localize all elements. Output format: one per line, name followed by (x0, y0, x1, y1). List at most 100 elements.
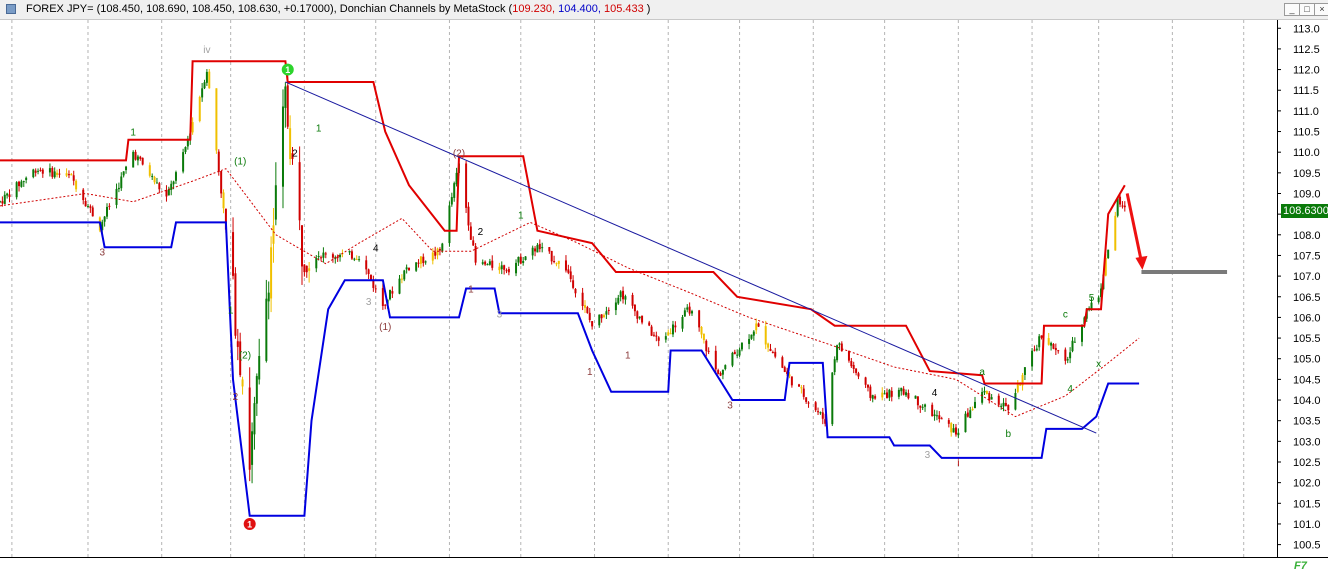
candle-body (924, 404, 927, 407)
candle-body (186, 138, 189, 147)
candle-body (315, 258, 318, 269)
forecast-arrow-shaft[interactable] (1125, 193, 1143, 263)
candle-body (633, 304, 636, 312)
candle-body (469, 226, 472, 240)
candle-body (65, 173, 68, 176)
candle-body (988, 393, 991, 401)
candle-body (89, 206, 92, 208)
candle-body (103, 216, 106, 222)
candle-body (398, 278, 401, 294)
candle-body (603, 315, 606, 318)
wave-label: 3 (366, 297, 372, 308)
candle-body (267, 292, 270, 302)
candle-body (248, 387, 251, 470)
candle-body (641, 315, 644, 323)
candle-body (455, 172, 458, 185)
candle-body (700, 327, 703, 335)
candle-body (831, 372, 834, 425)
y-tick-label: 107.0 (1293, 271, 1321, 283)
wave-label: 1 (316, 124, 322, 135)
minimize-button[interactable]: _ (1284, 3, 1300, 16)
candle-body (567, 269, 570, 273)
grid-lines (11, 20, 1245, 557)
candle-body (966, 412, 969, 417)
candle-body (638, 316, 641, 319)
candle-body (617, 297, 620, 304)
function-key-indicator[interactable]: F7 (1294, 560, 1307, 572)
candle-body (224, 208, 227, 230)
candle-body (374, 288, 377, 290)
candle-body (1090, 302, 1093, 310)
candle-body (172, 181, 175, 185)
candle-body (436, 248, 439, 256)
candle-body (572, 280, 575, 288)
restore-button[interactable]: □ (1299, 3, 1315, 16)
candle-body (752, 331, 755, 336)
candle-body (871, 395, 874, 399)
close-button[interactable]: × (1314, 3, 1328, 16)
candle-body (821, 412, 824, 419)
candle-body (534, 248, 537, 252)
candle-body (631, 294, 634, 306)
candle-body (954, 427, 957, 435)
candle-body (408, 267, 411, 271)
candle-body (86, 206, 89, 208)
candle-body (607, 309, 610, 311)
trendline[interactable] (285, 81, 1097, 434)
candle-body (802, 388, 805, 397)
candle-body (881, 392, 884, 398)
candle-body (405, 267, 408, 270)
candle-body (272, 225, 275, 244)
candle-body (141, 157, 144, 165)
candle-body (817, 411, 820, 413)
candle-body (339, 254, 342, 258)
candle-body (365, 260, 368, 270)
candle-body (317, 255, 320, 257)
candle-body (985, 390, 988, 394)
candle-body (1007, 404, 1010, 411)
candle-body (41, 169, 44, 174)
candle-body (205, 71, 208, 83)
candle-body (714, 350, 717, 370)
candle-body (614, 302, 617, 311)
candle-body (201, 88, 204, 98)
candle-body (422, 256, 425, 264)
y-tick-label: 111.0 (1293, 106, 1319, 118)
candle-body (384, 304, 387, 306)
date-axis-bar (0, 557, 1328, 577)
chart-window-icon[interactable] (6, 4, 16, 14)
y-tick-label: 103.5 (1293, 416, 1321, 428)
candle-body (798, 384, 801, 387)
wave-label: 1 (228, 305, 234, 316)
candle-body (148, 165, 151, 176)
candle-body (805, 397, 808, 402)
candle-body (683, 310, 686, 317)
candle-body (191, 122, 194, 133)
y-tick-label: 106.0 (1293, 312, 1321, 324)
wave-label: 2 (478, 227, 484, 238)
wave-label: 1 (587, 367, 593, 378)
candle-body (134, 151, 137, 160)
candle-body (507, 269, 510, 273)
y-tick-label: 102.5 (1293, 457, 1321, 469)
candle-body (101, 221, 104, 231)
candle-body (783, 367, 786, 373)
candle-body (417, 262, 420, 264)
candle-body (947, 420, 950, 424)
candle-body (58, 173, 61, 175)
candle-body (657, 337, 660, 341)
chart-title: FOREX JPY= (108.450, 108.690, 108.450, 1… (26, 3, 650, 15)
candle-body (698, 310, 701, 328)
candle-body (919, 405, 922, 408)
candle-body (1100, 288, 1103, 298)
candle-body (857, 373, 860, 377)
candle-body (467, 206, 470, 226)
candle-body (153, 177, 156, 183)
candle-body (940, 418, 943, 420)
candle-body (3, 194, 6, 204)
candle-body (681, 316, 684, 329)
middle-band-line (0, 168, 1140, 418)
candle-body (39, 169, 42, 171)
y-tick-label: 107.5 (1293, 250, 1321, 262)
